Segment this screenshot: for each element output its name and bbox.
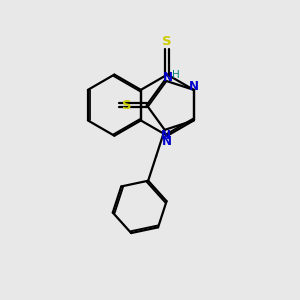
Text: N: N — [162, 135, 172, 148]
Text: N: N — [189, 80, 199, 93]
Text: N: N — [161, 129, 171, 142]
Text: S: S — [163, 35, 172, 48]
Text: H: H — [172, 70, 180, 80]
Text: S: S — [122, 99, 132, 112]
Text: N: N — [163, 71, 173, 84]
